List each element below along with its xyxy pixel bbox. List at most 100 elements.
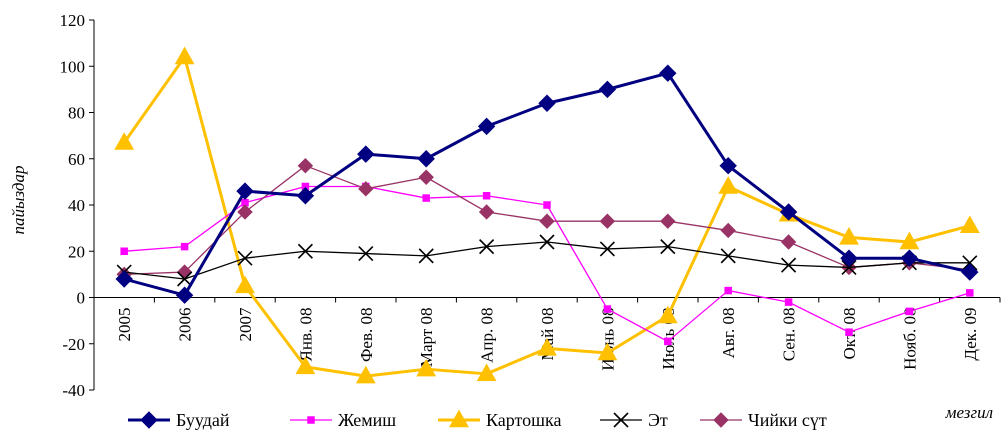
data-point (241, 198, 249, 207)
data-point (959, 215, 980, 234)
legend-marker (307, 416, 315, 424)
legend-marker (713, 412, 729, 428)
data-point (781, 257, 797, 273)
data-point (115, 270, 133, 288)
series-0 (115, 64, 979, 304)
y-tick-label: 120 (60, 11, 86, 30)
y-tick-label: 40 (68, 196, 85, 215)
legend-item: Жемиш (290, 410, 396, 430)
data-point (478, 204, 495, 220)
y-tick-label: 20 (68, 242, 85, 261)
data-point (539, 213, 555, 229)
x-tick-label: 2005 (115, 308, 134, 342)
data-point (476, 363, 497, 382)
data-point (297, 243, 313, 259)
x-tick-label: Март 08 (417, 308, 436, 368)
data-point (962, 255, 978, 271)
data-point (355, 365, 376, 384)
data-point (718, 176, 739, 194)
data-point (719, 156, 737, 175)
data-point (114, 132, 135, 150)
x-tick-label: Авг. 08 (719, 308, 738, 359)
legend-label: Жемиш (338, 410, 396, 430)
data-point (297, 157, 314, 174)
y-axis-title: пайыздар (9, 165, 28, 234)
data-point (418, 169, 434, 185)
data-point (845, 328, 853, 336)
x-axis-ticks: 2005 2006 2007 Янв. 08 Фев. 08 Март 08 Апр. 08… (93, 297, 1001, 371)
data-point (175, 286, 194, 304)
x-tick-label: Нояб. 08 (900, 308, 919, 370)
legend-marker (449, 409, 469, 428)
data-point (538, 94, 556, 112)
data-point (720, 222, 736, 239)
data-point (841, 259, 857, 276)
data-point (657, 305, 678, 324)
data-point (235, 275, 255, 294)
data-point (720, 248, 736, 264)
data-point (482, 192, 491, 200)
data-point (237, 250, 253, 266)
data-point (899, 231, 920, 250)
data-point (660, 213, 676, 229)
y-tick-label: -40 (62, 381, 85, 400)
data-point (417, 150, 435, 168)
data-point (543, 201, 551, 209)
data-point (422, 194, 430, 202)
x-tick-label: Дек. 09 (961, 308, 980, 361)
legend-item: Буудай (128, 410, 230, 430)
data-point (724, 286, 732, 295)
y-tick-label: -20 (62, 335, 85, 354)
data-point (966, 289, 974, 297)
legend: Буудай Жемиш Картошка Эт Чийки сүт (128, 409, 827, 430)
data-point (357, 145, 375, 163)
y-tick-label: 100 (60, 57, 86, 76)
x-tick-label: Янв. 08 (296, 308, 315, 362)
legend-item: Эт (600, 410, 668, 430)
legend-label: Эт (648, 410, 668, 430)
x-axis-title: мезгил (945, 403, 993, 422)
data-point (477, 117, 496, 136)
data-point (180, 242, 189, 251)
data-point (358, 245, 374, 262)
data-point (784, 298, 793, 306)
data-point (418, 248, 434, 264)
data-point (961, 263, 979, 281)
data-point (416, 358, 437, 377)
data-point (301, 182, 310, 191)
data-point (659, 64, 677, 82)
data-point (537, 338, 557, 356)
series-layer (114, 46, 980, 384)
data-point (120, 247, 128, 255)
data-point (237, 204, 253, 220)
y-tick-label: 0 (77, 289, 86, 308)
x-tick-label: Июнь 08 (598, 308, 617, 371)
data-point (295, 356, 316, 375)
y-tick-label: 60 (68, 150, 85, 169)
data-point (900, 249, 919, 267)
data-point (539, 234, 555, 250)
data-point (174, 46, 195, 65)
x-tick-label: Сен. 08 (780, 308, 799, 362)
data-point (597, 342, 618, 361)
y-tick-label: 80 (68, 104, 85, 123)
x-tick-label: 2007 (236, 307, 255, 342)
legend-marker (613, 412, 629, 428)
x-tick-label: Апр. 08 (478, 307, 497, 362)
data-point (660, 239, 676, 255)
data-point (598, 80, 617, 99)
legend-label: Картошка (486, 410, 561, 430)
y-axis-ticks: -40 -20 0 20 40 60 80 100 120 (60, 11, 94, 400)
data-point (177, 271, 193, 287)
legend-item: Чийки сүт (700, 410, 827, 430)
legend-marker (140, 411, 158, 429)
legend-label: Чийки сүт (748, 410, 827, 430)
legend-item: Картошка (438, 409, 561, 430)
data-point (358, 181, 374, 197)
data-point (839, 227, 859, 245)
data-point (479, 239, 495, 255)
data-point (840, 249, 858, 267)
x-tick-label: 2006 (176, 308, 195, 342)
data-point (599, 241, 615, 257)
